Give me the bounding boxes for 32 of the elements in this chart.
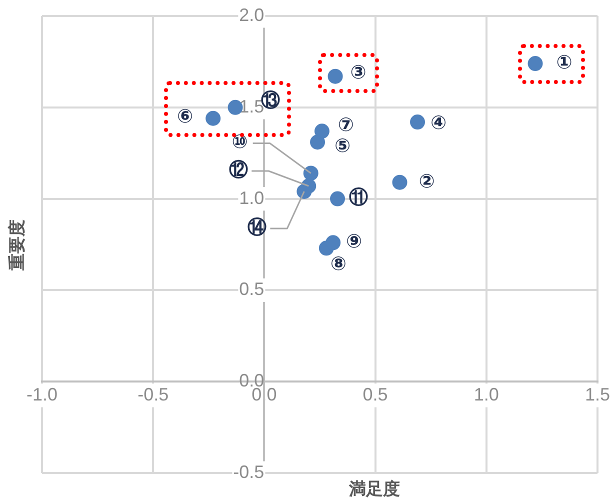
point: [328, 68, 343, 84]
x-tick-label: -0.5: [138, 384, 169, 404]
annotation: ⑤: [334, 135, 351, 158]
y-axis-title: 重要度: [7, 220, 28, 272]
annotation: ⑥: [177, 105, 194, 128]
annotation: ⑫: [229, 158, 248, 181]
annotation: ⑭: [248, 216, 267, 238]
annotation: ⑪: [349, 186, 368, 209]
x-tick-label: -1.0: [26, 384, 58, 404]
x-tick-label: 0.5: [362, 384, 388, 404]
point: [528, 56, 543, 72]
annotation: ②: [418, 170, 435, 192]
annotation: ④: [430, 112, 447, 134]
point: [410, 114, 426, 130]
point: [314, 124, 330, 139]
point: [326, 235, 341, 250]
point: [330, 191, 346, 206]
annotation: ⑧: [330, 253, 346, 276]
y-tick-label: 2.0: [239, 4, 264, 25]
x-axis-title: 満足度: [348, 479, 400, 500]
y-tick-label: -0.5: [233, 462, 264, 482]
annotation: ⑨: [346, 230, 362, 253]
point: [206, 110, 221, 126]
annotation: ⑩: [232, 131, 248, 154]
y-tick-label: 1.0: [239, 188, 264, 208]
x-tick-label: 1.5: [584, 384, 610, 404]
y-tick-label: 0.5: [239, 279, 264, 300]
annotation: ⑦: [338, 114, 354, 136]
x-tick-label: 1.0: [474, 384, 499, 404]
annotation: ③: [350, 61, 366, 84]
annotation: ①: [556, 51, 572, 74]
point: [392, 174, 408, 190]
